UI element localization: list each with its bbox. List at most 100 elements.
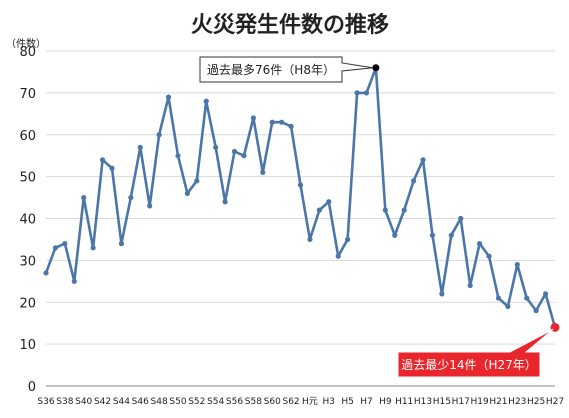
x-tick-label: S48 (151, 397, 168, 407)
data-point (184, 190, 190, 196)
y-tick-label: 60 (19, 129, 36, 144)
x-tick-label: H3 (323, 397, 336, 407)
data-point (156, 132, 162, 138)
data-point (392, 232, 398, 238)
min-callout-box (397, 328, 554, 378)
data-point (71, 278, 77, 284)
data-point (175, 153, 181, 159)
data-point (128, 194, 134, 201)
x-tick-label: H25 (527, 397, 545, 407)
y-tick-label: 10 (19, 338, 36, 353)
x-tick-label: S38 (56, 397, 73, 407)
data-point (533, 308, 539, 314)
data-point (222, 199, 228, 205)
x-tick-label: S58 (245, 397, 262, 407)
data-point (279, 119, 285, 125)
max-callout-box (199, 56, 373, 83)
data-point (439, 291, 445, 297)
x-tick-label: S60 (264, 397, 281, 407)
data-point (316, 207, 322, 213)
min-callout-text: 過去最少14件（H27年） (401, 358, 537, 372)
x-tick-label: H21 (489, 397, 507, 407)
data-point (213, 144, 219, 150)
data-point (505, 303, 511, 310)
y-unit-label: （件数） (6, 37, 46, 50)
data-point (90, 245, 96, 251)
data-point (514, 261, 520, 268)
y-tick-label: 80 (19, 45, 36, 60)
data-point (137, 144, 143, 150)
data-point (147, 203, 153, 209)
grid-lines (46, 50, 555, 387)
data-point (335, 253, 341, 259)
min-callout: 過去最少14件（H27年） (397, 328, 554, 378)
data-point (458, 215, 464, 222)
y-tick-label: 20 (19, 296, 36, 311)
x-tick-label: H11 (395, 397, 413, 407)
max-callout: 過去最多76件（H8年） (199, 56, 373, 83)
y-tick-label: 40 (19, 213, 36, 228)
data-point (354, 90, 360, 96)
data-point (495, 295, 502, 301)
data-point (288, 123, 294, 129)
data-point (109, 165, 115, 171)
data-point (43, 270, 49, 276)
data-point (476, 241, 483, 247)
series-line (44, 66, 557, 328)
x-tick-label: H15 (433, 397, 451, 407)
x-tick-label: S56 (226, 397, 243, 407)
data-point (486, 253, 492, 259)
x-tick-label: H元 (302, 397, 318, 407)
data-point (429, 232, 436, 238)
y-tick-labels: 0 10 20 30 40 50 60 70 80 (19, 45, 36, 395)
data-point (411, 178, 417, 184)
data-point (81, 194, 87, 201)
data-point (363, 90, 370, 96)
data-point (194, 178, 200, 184)
data-point (118, 241, 125, 247)
data-point (203, 98, 209, 104)
x-tick-label: H13 (414, 397, 432, 407)
data-point (250, 115, 256, 121)
data-point (52, 245, 59, 251)
data-point (241, 153, 247, 159)
x-tick-label: H17 (452, 397, 470, 407)
max-callout-text: 過去最多76件（H8年） (207, 63, 335, 77)
data-point (326, 199, 332, 205)
x-tick-label: H5 (341, 397, 354, 407)
x-tick-labels: S36 S38 S40 S42 S44 S46 S48 S50 S52 S54 S56 S58 S60 S… (37, 397, 564, 407)
data-point (297, 182, 304, 188)
x-tick-label: H23 (508, 397, 526, 407)
x-tick-label: H19 (470, 397, 488, 407)
x-tick-label: S52 (188, 397, 205, 407)
data-point (382, 207, 388, 213)
x-tick-label: H9 (379, 397, 392, 407)
x-tick-label: S54 (207, 397, 224, 407)
data-point (260, 169, 266, 176)
x-tick-label: H27 (546, 397, 564, 407)
data-point (231, 148, 238, 155)
data-point (99, 157, 106, 163)
x-tick-label: S50 (169, 397, 186, 407)
max-marker (372, 64, 380, 72)
x-tick-label: S44 (113, 397, 130, 407)
y-tick-label: 0 (28, 380, 36, 395)
y-tick-label: 30 (19, 254, 36, 269)
data-point (62, 241, 68, 247)
data-point (448, 232, 454, 238)
y-tick-label: 50 (19, 171, 36, 186)
data-point (307, 236, 313, 243)
x-tick-label: S36 (37, 397, 54, 407)
data-point (524, 295, 530, 301)
data-point (401, 207, 407, 213)
x-tick-label: S40 (75, 397, 92, 407)
chart-title: 火災発生件数の推移 (191, 12, 389, 38)
data-point (165, 94, 172, 100)
data-point (420, 157, 426, 163)
data-point (542, 291, 549, 297)
x-tick-label: H7 (360, 397, 373, 407)
data-point (467, 282, 473, 289)
x-tick-label: S46 (132, 397, 149, 407)
